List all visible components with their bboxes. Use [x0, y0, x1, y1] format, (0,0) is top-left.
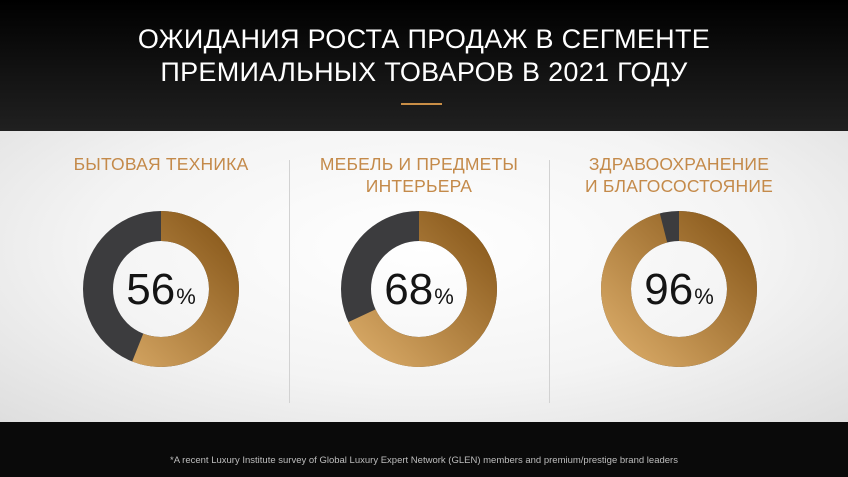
category-label: ЗДРАВООХРАНЕНИЕ И БЛАГОСОСТОЯНИЕ	[549, 153, 809, 197]
footer-bar	[0, 422, 848, 477]
stat-column-health: ЗДРАВООХРАНЕНИЕ И БЛАГОСОСТОЯНИЕ 96%	[549, 153, 809, 413]
category-label: МЕБЕЛЬ И ПРЕДМЕТЫ ИНТЕРЬЕРА	[289, 153, 549, 197]
title-line-1: ОЖИДАНИЯ РОСТА ПРОДАЖ В СЕГМЕНТЕ	[137, 24, 711, 54]
donut-chart-health: 96%	[601, 211, 757, 367]
percent-unit: %	[176, 284, 196, 309]
column-divider	[289, 160, 290, 403]
page-title: ОЖИДАНИЯ РОСТА ПРОДАЖ В СЕГМЕНТЕ ПРЕМИАЛ…	[0, 0, 848, 89]
stat-column-appliances: БЫТОВАЯ ТЕХНИКА 56%	[31, 153, 291, 413]
title-line-2: ПРЕМИАЛЬНЫХ ТОВАРОВ В 2021 ГОДУ	[160, 57, 688, 87]
category-label-line: И БЛАГОСОСТОЯНИЕ	[585, 176, 773, 196]
stat-column-furniture: МЕБЕЛЬ И ПРЕДМЕТЫ ИНТЕРЬЕРА 68%	[289, 153, 549, 413]
donut-value-arc	[83, 211, 239, 367]
percent-value: 56	[126, 265, 175, 314]
percent-unit: %	[694, 284, 714, 309]
percent-value: 96	[644, 265, 693, 314]
donut-percent-label: 96%	[644, 265, 714, 314]
category-label-line: ИНТЕРЬЕРА	[365, 176, 473, 196]
percent-unit: %	[434, 284, 454, 309]
category-label-line: МЕБЕЛЬ И ПРЕДМЕТЫ	[319, 154, 519, 174]
donut-chart-furniture: 68%	[341, 211, 497, 367]
donut-percent-label: 68%	[384, 265, 454, 314]
donut-value-arc	[601, 211, 757, 367]
stats-panel	[0, 131, 848, 422]
footnote: *A recent Luxury Institute survey of Glo…	[170, 455, 678, 466]
header: ОЖИДАНИЯ РОСТА ПРОДАЖ В СЕГМЕНТЕ ПРЕМИАЛ…	[0, 0, 848, 131]
title-underline	[401, 103, 442, 105]
donut-value-arc	[341, 211, 497, 367]
donut-percent-label: 56%	[126, 265, 196, 314]
donut-chart-appliances: 56%	[83, 211, 239, 367]
category-label-line: БЫТОВАЯ ТЕХНИКА	[73, 154, 249, 174]
category-label-line: ЗДРАВООХРАНЕНИЕ	[588, 154, 770, 174]
category-label: БЫТОВАЯ ТЕХНИКА	[31, 153, 291, 175]
column-divider	[549, 160, 550, 403]
percent-value: 68	[384, 265, 433, 314]
